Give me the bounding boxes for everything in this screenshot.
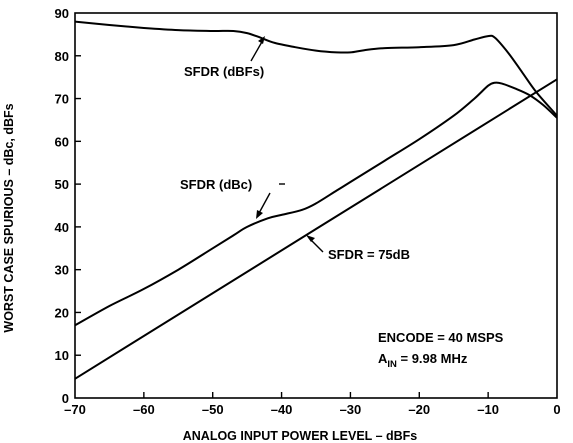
- y-tick-label: 90: [55, 6, 69, 21]
- y-tick-label: 20: [55, 305, 69, 320]
- y-tick-label: 80: [55, 49, 69, 64]
- y-tick-label: 40: [55, 220, 69, 235]
- label-sfdr-dbc: SFDR (dBc): [180, 177, 252, 192]
- ref-arrowhead: [306, 235, 315, 242]
- y-tick-label: 10: [55, 348, 69, 363]
- label-sfdr-dbfs: SFDR (dBFs): [184, 64, 264, 79]
- y-tick-label: 60: [55, 134, 69, 149]
- series-line-sfdr-dbc: [74, 81, 558, 327]
- y-tick-label: 0: [62, 391, 69, 406]
- x-tick-label: –40: [271, 402, 293, 417]
- dbc-pointer: [257, 192, 271, 216]
- y-tick-label: 30: [55, 263, 69, 278]
- dbfs-arrowhead: [258, 36, 265, 44]
- x-tick-label: –50: [202, 402, 224, 417]
- x-tick-label: –30: [340, 402, 362, 417]
- x-tick-label: –20: [408, 402, 430, 417]
- x-axis-title: ANALOG INPUT POWER LEVEL – dBFs: [183, 429, 418, 443]
- label-sfdr-75db: SFDR = 75dB: [328, 247, 410, 262]
- ain-subscript: IN: [387, 359, 397, 370]
- x-tick-label: –10: [477, 402, 499, 417]
- x-tick-label: 0: [553, 402, 560, 417]
- series-line-sfdr-dbfs: [74, 20, 558, 117]
- series-line-sfdr-75db: [74, 78, 558, 380]
- dbc-arrowhead: [256, 210, 263, 219]
- y-tick-label: 70: [55, 92, 69, 107]
- dbfs-pointer: [250, 39, 264, 62]
- x-tick-label: –70: [64, 402, 86, 417]
- x-tick-label: –60: [133, 402, 155, 417]
- label-encode: ENCODE = 40 MSPS: [378, 330, 504, 345]
- label-ain: AIN = 9.98 MHz: [378, 351, 468, 370]
- ain-value: = 9.98 MHz: [397, 351, 468, 366]
- y-axis-title: WORST CASE SPURIOUS – dBc, dBFs: [2, 103, 16, 332]
- plot-frame: [74, 12, 558, 399]
- ain-letter: A: [378, 351, 388, 366]
- y-tick-label: 50: [55, 177, 69, 192]
